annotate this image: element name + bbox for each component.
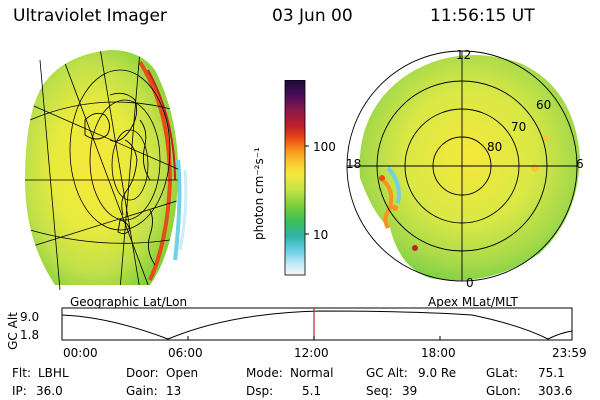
geo-grid bbox=[25, 50, 179, 285]
geo-panel-label: Geographic Lat/Lon bbox=[70, 295, 188, 309]
alt-ytick-low: 1.8 bbox=[20, 328, 40, 342]
polar-grid bbox=[346, 50, 578, 282]
colorbar-tick-100: 100 bbox=[313, 140, 336, 154]
info-glon-key: GLon: bbox=[486, 384, 521, 398]
info-mode-key: Mode: bbox=[246, 366, 283, 380]
date-label: 03 Jun 00 bbox=[272, 6, 353, 26]
info-dsp-key: Dsp: bbox=[246, 384, 274, 398]
info-flt-key: Flt: bbox=[12, 366, 31, 380]
alt-xtick-0: 00:00 bbox=[63, 346, 98, 360]
alt-xtick-2: 12:00 bbox=[294, 346, 329, 360]
info-seq-value: 39 bbox=[402, 384, 418, 398]
info-glat-value: 75.1 bbox=[538, 366, 565, 380]
info-glat-key: GLat: bbox=[486, 366, 519, 380]
polar-image bbox=[346, 50, 580, 282]
info-glon-value: 303.6 bbox=[538, 384, 573, 398]
alt-xtick-4: 23:59 bbox=[552, 346, 587, 360]
instrument-title: Ultraviolet Imager bbox=[13, 6, 167, 26]
info-gcalt-key: GC Alt: bbox=[366, 366, 408, 380]
alt-xtick-1: 06:00 bbox=[168, 346, 203, 360]
info-gcalt-value: 9.0 Re bbox=[418, 366, 457, 380]
info-door-value: Open bbox=[166, 366, 199, 380]
lat-label-70: 70 bbox=[511, 120, 527, 134]
info-mode-value: Normal bbox=[290, 366, 334, 380]
mlt-label-0: 0 bbox=[466, 276, 474, 290]
altitude-curve bbox=[61, 310, 573, 340]
mlt-label-12: 12 bbox=[456, 48, 472, 62]
colorbar-tick-10: 10 bbox=[313, 228, 329, 242]
alt-xtick-3: 18:00 bbox=[421, 346, 456, 360]
info-ip-key: IP: bbox=[12, 384, 27, 398]
info-ip-value: 36.0 bbox=[36, 384, 63, 398]
time-label: 11:56:15 UT bbox=[430, 6, 535, 26]
info-gain-value: 13 bbox=[166, 384, 182, 398]
mlt-label-18: 18 bbox=[346, 157, 362, 171]
info-flt-value: LBHL bbox=[38, 366, 69, 380]
lat-label-80: 80 bbox=[487, 140, 503, 154]
info-gain-key: Gain: bbox=[126, 384, 158, 398]
alt-ytick-high: 9.0 bbox=[20, 310, 40, 324]
colorbar-unit-label: photon cm⁻²s⁻¹ bbox=[252, 147, 266, 240]
lat-label-60: 60 bbox=[536, 98, 552, 112]
polar-panel-label: Apex MLat/MLT bbox=[428, 295, 518, 309]
altitude-plot bbox=[61, 307, 573, 341]
mlt-label-6: 6 bbox=[576, 157, 584, 171]
geo-coastlines bbox=[84, 92, 156, 266]
info-door-key: Door: bbox=[126, 366, 159, 380]
color-bar bbox=[284, 80, 309, 276]
alt-ylabel: GC Alt bbox=[5, 312, 20, 350]
info-dsp-value: 5.1 bbox=[302, 384, 322, 398]
info-seq-key: Seq: bbox=[366, 384, 393, 398]
